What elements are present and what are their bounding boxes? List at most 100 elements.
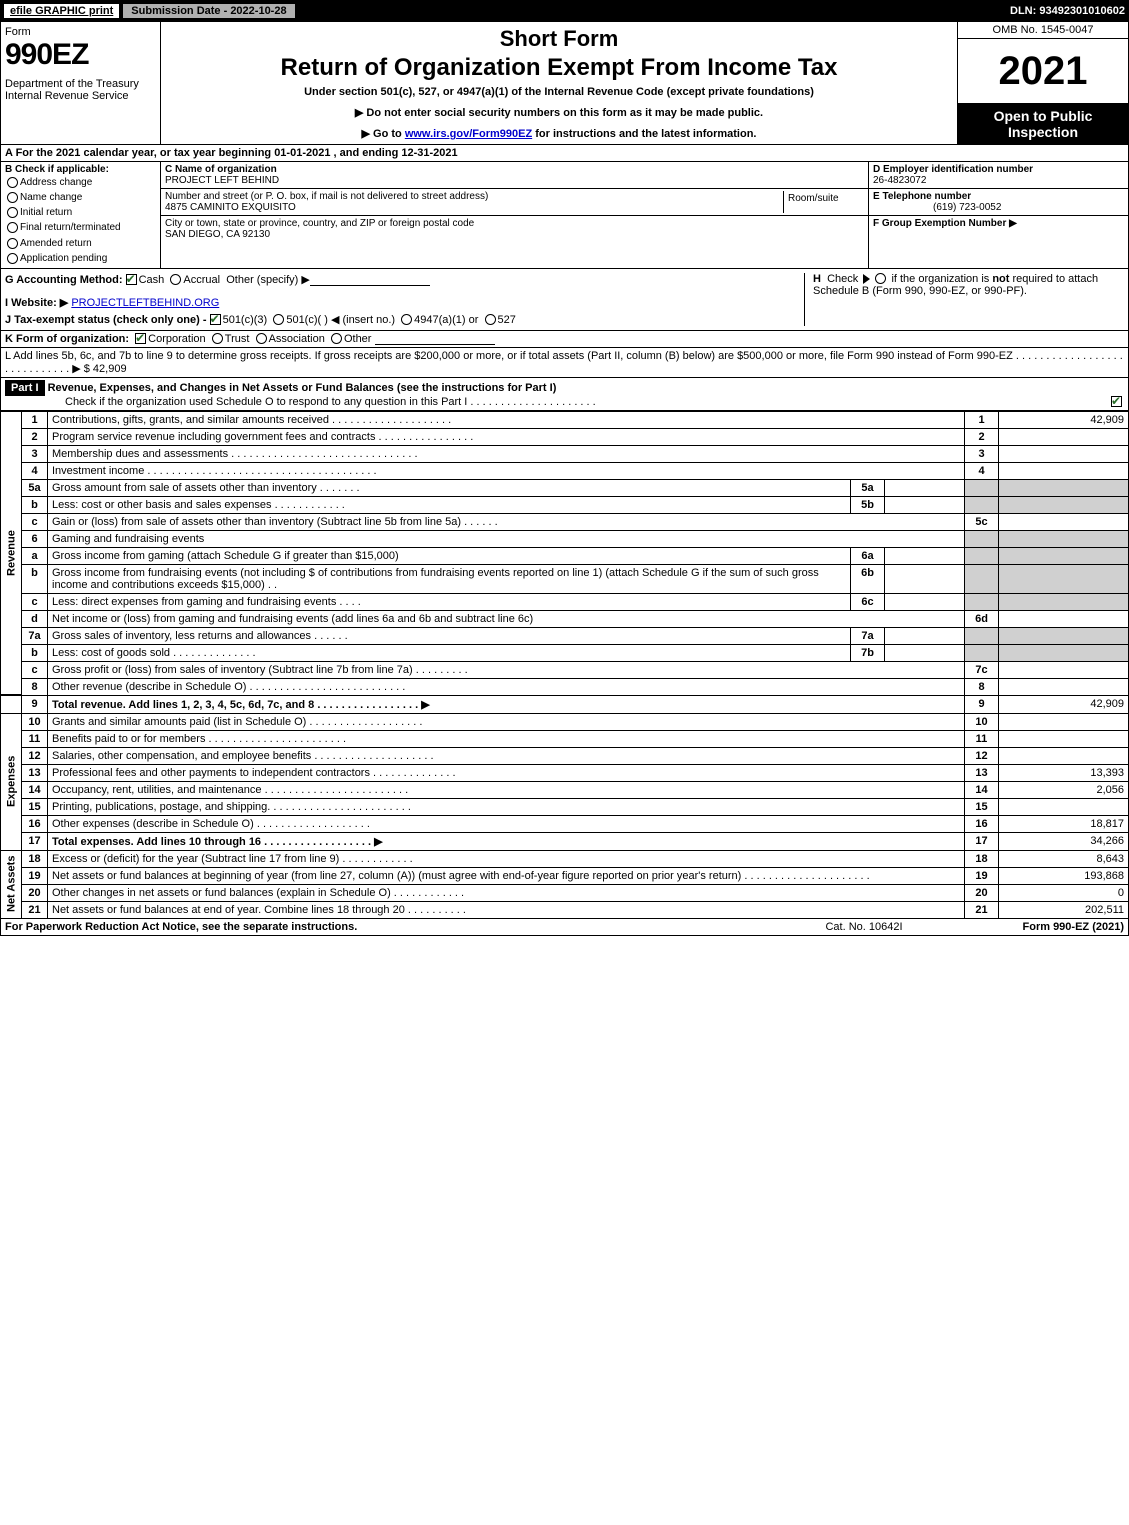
phone-value: (619) 723-0052 — [873, 202, 1001, 213]
f-label: F Group Exemption Number ▶ — [873, 218, 1017, 229]
chk-amended-return[interactable]: Amended return — [7, 236, 156, 251]
table-row: 7aGross sales of inventory, less returns… — [1, 627, 1129, 644]
revenue-label: Revenue — [1, 411, 22, 695]
chk-501c[interactable] — [273, 314, 284, 325]
website-link[interactable]: PROJECTLEFTBEHIND.ORG — [71, 297, 219, 309]
note-link: ▶ Go to www.irs.gov/Form990EZ for instru… — [169, 127, 949, 140]
note2-pre: ▶ Go to — [362, 128, 405, 140]
table-row: Net Assets 18Excess or (deficit) for the… — [1, 850, 1129, 867]
triangle-icon — [863, 274, 870, 284]
header-left: Form 990EZ Department of the Treasury In… — [1, 22, 161, 144]
part-i-tab: Part I — [5, 380, 45, 396]
chk-application-pending[interactable]: Application pending — [7, 251, 156, 266]
input-6c[interactable] — [885, 593, 965, 610]
footer-left: For Paperwork Reduction Act Notice, see … — [5, 921, 784, 933]
form-number: 990EZ — [5, 38, 156, 72]
omb-number: OMB No. 1545-0047 — [958, 22, 1128, 39]
chk-address-change[interactable]: Address change — [7, 175, 156, 190]
table-row: 14Occupancy, rent, utilities, and mainte… — [1, 781, 1129, 798]
chk-trust[interactable] — [212, 333, 223, 344]
table-row: 20Other changes in net assets or fund ba… — [1, 884, 1129, 901]
tax-year: 2021 — [958, 39, 1128, 104]
other-org-input[interactable] — [375, 333, 495, 345]
table-row: 8Other revenue (describe in Schedule O) … — [1, 678, 1129, 695]
table-row: 3Membership dues and assessments . . . .… — [1, 445, 1129, 462]
other-method-input[interactable] — [310, 274, 430, 286]
short-form-title: Short Form — [169, 26, 949, 52]
chk-corporation[interactable] — [135, 333, 146, 344]
chk-schedule-o[interactable] — [1111, 396, 1122, 407]
input-7a[interactable] — [885, 627, 965, 644]
irs-link[interactable]: www.irs.gov/Form990EZ — [405, 128, 532, 140]
submission-date: Submission Date - 2022-10-28 — [123, 4, 294, 18]
table-row: aGross income from gaming (attach Schedu… — [1, 547, 1129, 564]
chk-association[interactable] — [256, 333, 267, 344]
chk-name-change[interactable]: Name change — [7, 190, 156, 205]
col-def: D Employer identification number 26-4823… — [868, 162, 1128, 268]
footer-right: Form 990-EZ (2021) — [944, 921, 1124, 933]
table-row: 16Other expenses (describe in Schedule O… — [1, 815, 1129, 832]
line-k: K Form of organization: Corporation Trus… — [0, 331, 1129, 348]
chk-h[interactable] — [875, 273, 886, 284]
gh-right: H Check if the organization is not requi… — [804, 273, 1124, 326]
main-title: Return of Organization Exempt From Incom… — [169, 54, 949, 82]
table-row: 12Salaries, other compensation, and empl… — [1, 747, 1129, 764]
table-row: bLess: cost or other basis and sales exp… — [1, 496, 1129, 513]
table-row: 6Gaming and fundraising events — [1, 530, 1129, 547]
efile-print-link[interactable]: efile GRAPHIC print — [4, 4, 119, 18]
table-row: bLess: cost of goods sold . . . . . . . … — [1, 644, 1129, 661]
footer-cat: Cat. No. 10642I — [784, 921, 944, 933]
open-to-public: Open to Public Inspection — [958, 104, 1128, 144]
chk-4947[interactable] — [401, 314, 412, 325]
c-label: C Name of organization — [165, 164, 864, 175]
chk-527[interactable] — [485, 314, 496, 325]
col-b: B Check if applicable: Address change Na… — [1, 162, 161, 268]
city-label: City or town, state or province, country… — [165, 218, 864, 229]
top-bar: efile GRAPHIC print Submission Date - 20… — [0, 0, 1129, 22]
input-5a[interactable] — [885, 479, 965, 496]
table-row: 4Investment income . . . . . . . . . . .… — [1, 462, 1129, 479]
chk-cash[interactable] — [126, 274, 137, 285]
table-row: 11Benefits paid to or for members . . . … — [1, 730, 1129, 747]
table-row: Expenses 10Grants and similar amounts pa… — [1, 713, 1129, 730]
chk-501c3[interactable] — [210, 314, 221, 325]
chk-initial-return[interactable]: Initial return — [7, 205, 156, 220]
d-label: D Employer identification number — [873, 164, 1033, 175]
table-row: 21Net assets or fund balances at end of … — [1, 901, 1129, 918]
table-row: 2Program service revenue including gover… — [1, 428, 1129, 445]
addr-label: Number and street (or P. O. box, if mail… — [165, 191, 783, 202]
form-label: Form — [5, 26, 156, 38]
input-6a[interactable] — [885, 547, 965, 564]
section-gh: G Accounting Method: Cash Accrual Other … — [0, 269, 1129, 331]
subtitle: Under section 501(c), 527, or 4947(a)(1)… — [169, 86, 949, 98]
table-row: 13Professional fees and other payments t… — [1, 764, 1129, 781]
i-label: I Website: ▶ — [5, 297, 68, 309]
header-center: Short Form Return of Organization Exempt… — [161, 22, 958, 144]
input-7b[interactable] — [885, 644, 965, 661]
table-row: dNet income or (loss) from gaming and fu… — [1, 610, 1129, 627]
b-header: B Check if applicable: — [5, 164, 109, 175]
form-header: Form 990EZ Department of the Treasury In… — [0, 22, 1129, 145]
department: Department of the Treasury Internal Reve… — [5, 78, 156, 102]
part-i-title: Revenue, Expenses, and Changes in Net As… — [48, 382, 557, 394]
note-ssn: ▶ Do not enter social security numbers o… — [169, 106, 949, 119]
table-row: Revenue 1 Contributions, gifts, grants, … — [1, 411, 1129, 428]
input-5b[interactable] — [885, 496, 965, 513]
gh-left: G Accounting Method: Cash Accrual Other … — [5, 273, 804, 326]
room-suite-label: Room/suite — [784, 191, 864, 213]
org-name: PROJECT LEFT BEHIND — [165, 175, 864, 186]
j-label: J Tax-exempt status (check only one) - — [5, 314, 210, 326]
table-row: 17Total expenses. Add lines 10 through 1… — [1, 832, 1129, 850]
h-text: if the organization is not required to a… — [813, 273, 1098, 297]
part-i-header: Part I Revenue, Expenses, and Changes in… — [0, 378, 1129, 411]
table-row: cGross profit or (loss) from sales of in… — [1, 661, 1129, 678]
table-row: cGain or (loss) from sale of assets othe… — [1, 513, 1129, 530]
city-value: SAN DIEGO, CA 92130 — [165, 229, 864, 240]
e-label: E Telephone number — [873, 191, 971, 202]
input-6b[interactable] — [885, 564, 965, 593]
line-a: A For the 2021 calendar year, or tax yea… — [0, 145, 1129, 162]
addr-value: 4875 CAMINITO EXQUISITO — [165, 202, 783, 213]
chk-final-return[interactable]: Final return/terminated — [7, 220, 156, 235]
chk-other[interactable] — [331, 333, 342, 344]
chk-accrual[interactable] — [170, 274, 181, 285]
